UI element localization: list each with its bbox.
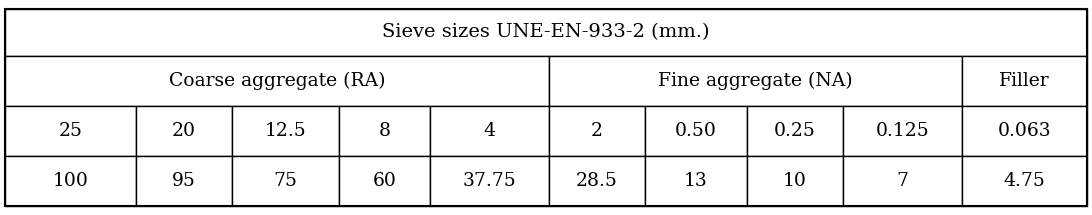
Text: 0.125: 0.125 — [876, 122, 929, 140]
Text: 12.5: 12.5 — [264, 122, 307, 140]
Bar — [340, 156, 430, 206]
Bar — [5, 156, 135, 206]
Bar — [747, 106, 843, 156]
Bar — [843, 156, 962, 206]
Bar — [962, 156, 1087, 206]
Text: 10: 10 — [783, 172, 807, 190]
Text: 13: 13 — [684, 172, 708, 190]
Text: 25: 25 — [59, 122, 83, 140]
Text: 37.75: 37.75 — [463, 172, 517, 190]
Bar — [430, 106, 549, 156]
Text: Coarse aggregate (RA): Coarse aggregate (RA) — [169, 72, 385, 90]
Bar — [962, 56, 1087, 106]
Text: 2: 2 — [591, 122, 603, 140]
Text: 8: 8 — [379, 122, 391, 140]
Text: 0.063: 0.063 — [997, 122, 1052, 140]
Bar — [232, 156, 340, 206]
Bar — [135, 156, 232, 206]
Text: 4.75: 4.75 — [1004, 172, 1045, 190]
Text: 100: 100 — [52, 172, 88, 190]
Text: 4: 4 — [484, 122, 496, 140]
Text: Filler: Filler — [999, 72, 1049, 90]
Text: Fine aggregate (NA): Fine aggregate (NA) — [658, 72, 853, 90]
Bar — [5, 56, 549, 106]
Bar — [549, 56, 962, 106]
Bar — [5, 106, 135, 156]
Bar — [232, 106, 340, 156]
Text: 95: 95 — [171, 172, 195, 190]
Bar — [430, 156, 549, 206]
Text: 60: 60 — [372, 172, 396, 190]
Bar — [645, 156, 747, 206]
Text: 28.5: 28.5 — [575, 172, 618, 190]
Text: Sieve sizes UNE-EN-933-2 (mm.): Sieve sizes UNE-EN-933-2 (mm.) — [382, 23, 710, 41]
Bar — [549, 156, 645, 206]
Bar — [962, 106, 1087, 156]
Text: 20: 20 — [171, 122, 195, 140]
Bar — [340, 106, 430, 156]
Text: 7: 7 — [897, 172, 909, 190]
Bar — [549, 106, 645, 156]
Bar — [5, 9, 1087, 56]
Bar — [645, 106, 747, 156]
Bar — [135, 106, 232, 156]
Bar — [843, 106, 962, 156]
Bar — [747, 156, 843, 206]
Text: 0.25: 0.25 — [774, 122, 816, 140]
Text: 75: 75 — [274, 172, 298, 190]
Text: 0.50: 0.50 — [675, 122, 717, 140]
